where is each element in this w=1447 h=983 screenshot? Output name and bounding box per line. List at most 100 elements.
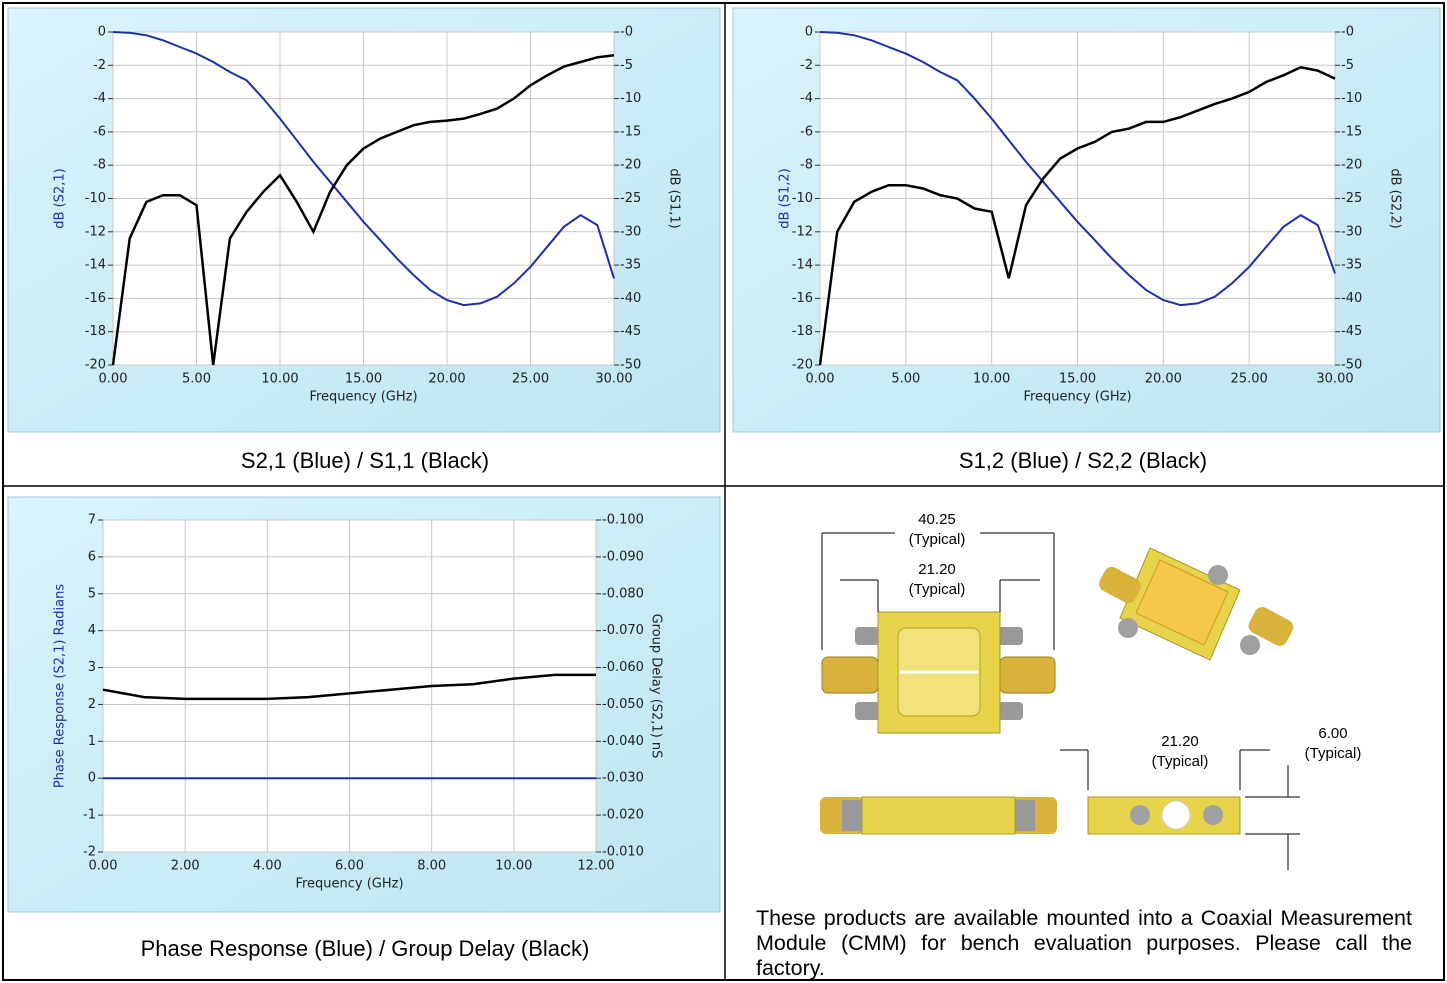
y-tick-label: -6 <box>93 124 106 139</box>
x-tick-label: 20.00 <box>428 372 465 387</box>
y2-tick-label: -0.080 <box>602 586 644 601</box>
y-tick-label: 7 <box>88 513 96 528</box>
y2-tick-label: -50 <box>620 358 641 373</box>
y2-tick-label: -0.010 <box>602 845 644 860</box>
x-tick-label: 6.00 <box>335 859 364 874</box>
x-tick-label: 12.00 <box>577 859 614 874</box>
dimension-value: 6.00 <box>1318 725 1347 742</box>
x-tick-label: 10.00 <box>495 859 532 874</box>
screw <box>1203 805 1223 825</box>
y-tick-label: -20 <box>85 358 106 373</box>
y-tick-label: -18 <box>85 324 106 339</box>
y-tick-label: 6 <box>88 549 96 564</box>
y-tick-label: -8 <box>93 158 106 173</box>
y2-tick-label: -15 <box>1341 124 1362 139</box>
y-tick-label: -4 <box>800 91 813 106</box>
y-tick-label: -12 <box>792 224 813 239</box>
x-tick-label: 0.00 <box>89 859 118 874</box>
screw <box>998 627 1023 645</box>
x-tick-label: 0.00 <box>806 372 835 387</box>
screw <box>855 627 880 645</box>
y-tick-label: -16 <box>792 291 813 306</box>
x-tick-label: 15.00 <box>345 372 382 387</box>
y2-tick-label: -0.030 <box>602 771 644 786</box>
y-tick-label: 5 <box>88 586 96 601</box>
y2-axis-label: dB (S1,1) <box>667 168 682 228</box>
x-tick-label: 30.00 <box>1316 372 1353 387</box>
y-tick-label: -10 <box>85 191 106 206</box>
y2-axis-label: Group Delay (S2,1) nS <box>649 614 664 759</box>
y-tick-label: -1 <box>83 808 96 823</box>
screw <box>1208 565 1228 585</box>
y2-tick-label: -15 <box>620 124 641 139</box>
y-tick-label: 0 <box>88 771 96 786</box>
y2-tick-label: -45 <box>620 324 641 339</box>
screw <box>1118 618 1138 638</box>
y2-tick-label: -20 <box>620 158 641 173</box>
y2-tick-label: -0.100 <box>602 513 644 528</box>
x-tick-label: 4.00 <box>253 859 282 874</box>
y2-tick-label: -0.040 <box>602 734 644 749</box>
screw <box>1130 805 1150 825</box>
y-tick-label: -14 <box>85 258 106 273</box>
y-tick-label: -8 <box>800 158 813 173</box>
y-tick-label: -2 <box>93 58 106 73</box>
connector <box>1000 657 1055 693</box>
y-tick-label: -2 <box>800 58 813 73</box>
module-side <box>862 797 1015 834</box>
chart-caption: S1,2 (Blue) / S2,2 (Black) <box>959 448 1207 473</box>
x-axis-label: Frequency (GHz) <box>295 877 403 892</box>
connector <box>822 657 878 693</box>
x-tick-label: 5.00 <box>182 372 211 387</box>
y-tick-label: -6 <box>800 124 813 139</box>
y2-tick-label: -45 <box>1341 324 1362 339</box>
x-tick-label: 5.00 <box>891 372 920 387</box>
dimension-note: (Typical) <box>1305 745 1362 762</box>
chart-caption: Phase Response (Blue) / Group Delay (Bla… <box>141 936 590 961</box>
y2-tick-label: -0.020 <box>602 808 644 823</box>
y2-tick-label: -0.090 <box>602 549 644 564</box>
y2-tick-label: -20 <box>1341 158 1362 173</box>
y2-tick-label: -0.050 <box>602 697 644 712</box>
y2-tick-label: -40 <box>620 291 641 306</box>
y2-tick-label: -25 <box>1341 191 1362 206</box>
y-tick-label: -14 <box>792 258 813 273</box>
page: {"chart_data": [ {"type": "line", "xlabe… <box>0 0 1447 983</box>
x-axis-label: Frequency (GHz) <box>309 390 417 405</box>
x-tick-label: 10.00 <box>973 372 1010 387</box>
screw <box>1015 800 1035 831</box>
y-axis-label: Phase Response (S2,1) Radians <box>53 584 68 789</box>
y2-tick-label: -0 <box>1341 25 1354 40</box>
y2-tick-label: -10 <box>620 91 641 106</box>
dimension-note: (Typical) <box>909 581 966 598</box>
y-axis-label: dB (S1,2) <box>778 168 793 228</box>
y-tick-label: -12 <box>85 224 106 239</box>
x-tick-label: 25.00 <box>512 372 549 387</box>
y-tick-label: -16 <box>85 291 106 306</box>
y-tick-label: 0 <box>98 25 106 40</box>
y2-tick-label: -0.070 <box>602 623 644 638</box>
y-tick-label: -18 <box>792 324 813 339</box>
module-drawing <box>820 533 1300 870</box>
y-tick-label: 2 <box>88 697 96 712</box>
y2-tick-label: -40 <box>1341 291 1362 306</box>
y-tick-label: 0 <box>805 25 813 40</box>
x-tick-label: 10.00 <box>261 372 298 387</box>
y2-tick-label: -0 <box>620 25 633 40</box>
y2-tick-label: -5 <box>620 58 633 73</box>
x-tick-label: 0.00 <box>99 372 128 387</box>
x-tick-label: 25.00 <box>1231 372 1268 387</box>
chart-caption: S2,1 (Blue) / S1,1 (Black) <box>241 448 489 473</box>
x-tick-label: 2.00 <box>171 859 200 874</box>
y-tick-label: 1 <box>88 734 96 749</box>
x-axis-label: Frequency (GHz) <box>1023 390 1131 405</box>
connector-face <box>1162 801 1190 829</box>
dimension-value: 40.25 <box>918 511 956 528</box>
module-description: These products are available mounted int… <box>756 906 1412 981</box>
y2-tick-label: -50 <box>1341 358 1362 373</box>
x-tick-label: 15.00 <box>1059 372 1096 387</box>
dimension-note: (Typical) <box>1152 753 1209 770</box>
dimension-value: 21.20 <box>1161 733 1199 750</box>
y2-tick-label: -30 <box>620 224 641 239</box>
y2-axis-label: dB (S2,2) <box>1388 168 1403 228</box>
